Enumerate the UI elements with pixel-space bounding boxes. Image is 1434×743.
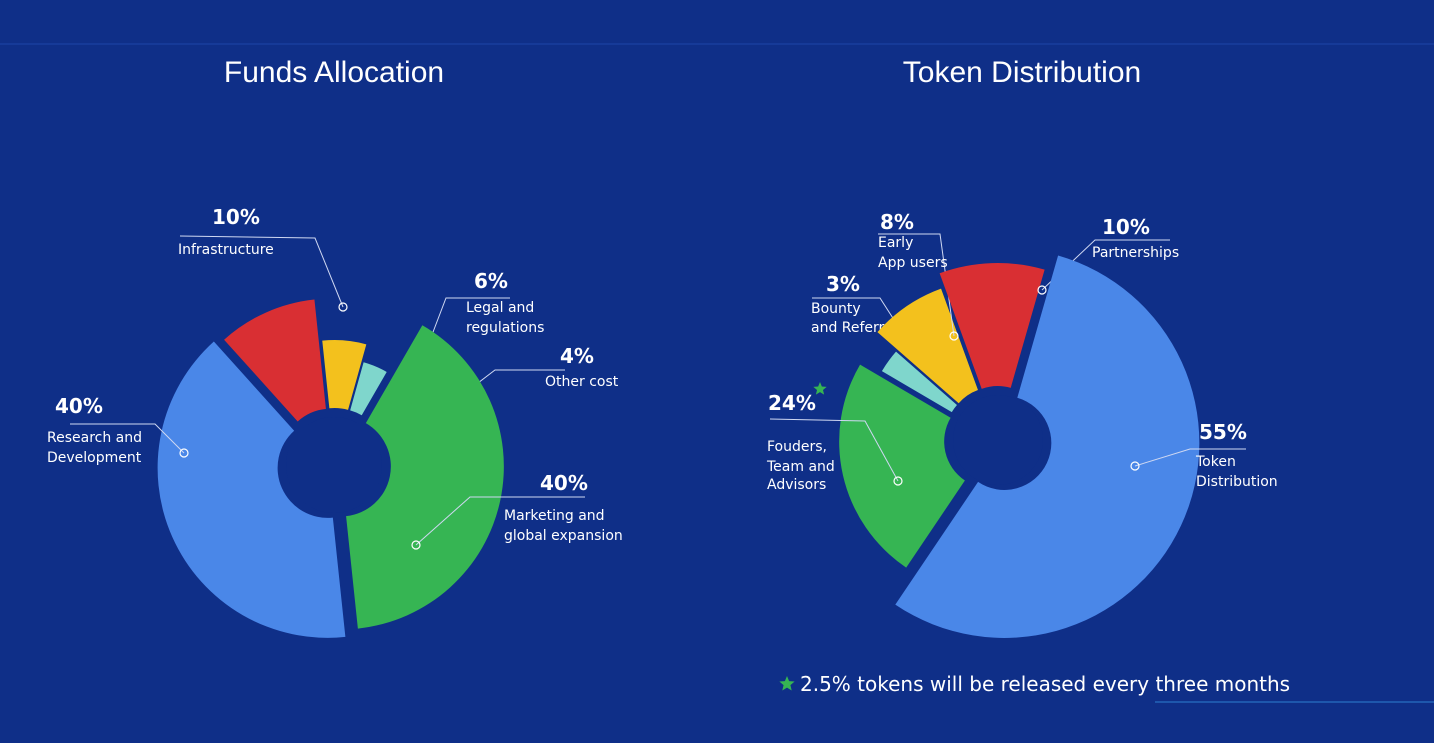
slice-category-label: Fouders, [767, 439, 827, 455]
slice-category-label: Partnerships [1092, 245, 1179, 261]
pie-slice [224, 299, 326, 422]
leader-dot [411, 540, 421, 550]
slice-percent-label: 40% [540, 471, 588, 495]
leader-line [1134, 448, 1246, 467]
pie-slice [895, 255, 1200, 638]
pie-chart-1: Funds Allocation 40% Research and Developme… [47, 56, 623, 638]
leader-dot [1037, 285, 1047, 295]
chart-title: Funds Allocation [224, 56, 444, 89]
pie-slice [839, 364, 965, 568]
leader-dot [893, 476, 903, 486]
slice-percent-label: 55% [1199, 420, 1247, 444]
leader-dot [338, 302, 348, 312]
slice-category-label: Other cost [545, 374, 619, 390]
slice-category-label: Infrastructure [178, 242, 274, 258]
slice-category-label: Token [1195, 454, 1236, 470]
slice-category-label: Development [47, 450, 142, 466]
slice-category-label: Marketing and [504, 508, 605, 524]
leader-dot [1130, 461, 1140, 471]
slice-category-label: Research and [47, 430, 142, 446]
leader-line [415, 496, 585, 546]
slice-category-label: global expansion [504, 528, 623, 544]
slice-category-label: Early [878, 235, 913, 251]
slice-category-label: Distribution [1196, 474, 1278, 490]
slice-percent-label: 4% [560, 344, 594, 368]
slice-category-label: App users [878, 255, 948, 271]
star-icon [813, 382, 827, 395]
slice-percent-label: 6% [474, 269, 508, 293]
pie-slice [322, 340, 367, 410]
pie-slice [346, 325, 504, 629]
leader-dot [179, 448, 189, 458]
slice-category-label: and Referral [811, 320, 897, 336]
leader-line [179, 235, 344, 308]
leader-line [769, 418, 899, 482]
slice-category-label: Team and [766, 459, 835, 475]
pie-slice [350, 362, 387, 416]
footnote-star-icon [779, 676, 795, 691]
slice-category-label: regulations [466, 320, 544, 336]
pie-slice [881, 351, 957, 413]
slice-category-label: Advisors [767, 477, 826, 493]
chart-title: Token Distribution [903, 56, 1141, 89]
leader-dot [949, 331, 959, 341]
leader-line [70, 423, 185, 454]
donut-hole [953, 395, 1043, 485]
slice-percent-label: 10% [1102, 215, 1150, 239]
pie-chart-2: Token Distribution 24% Fouders, Team and Adv… [766, 56, 1290, 696]
slice-percent-label: 10% [212, 205, 260, 229]
pie-slice [877, 288, 978, 404]
slice-category-label: Legal and [466, 300, 534, 316]
slice-percent-label: 8% [880, 210, 914, 234]
slice-percent-label: 40% [55, 394, 103, 418]
leader-line [878, 233, 955, 337]
pie-slice [157, 341, 346, 638]
donut-hole [286, 417, 382, 513]
slice-percent-label: 3% [826, 272, 860, 296]
slice-percent-label: 24% [768, 391, 816, 415]
slice-category-label: Bounty [811, 301, 861, 317]
footnote-text: 2.5% tokens will be released every three… [800, 672, 1290, 696]
pie-slice [939, 263, 1045, 389]
